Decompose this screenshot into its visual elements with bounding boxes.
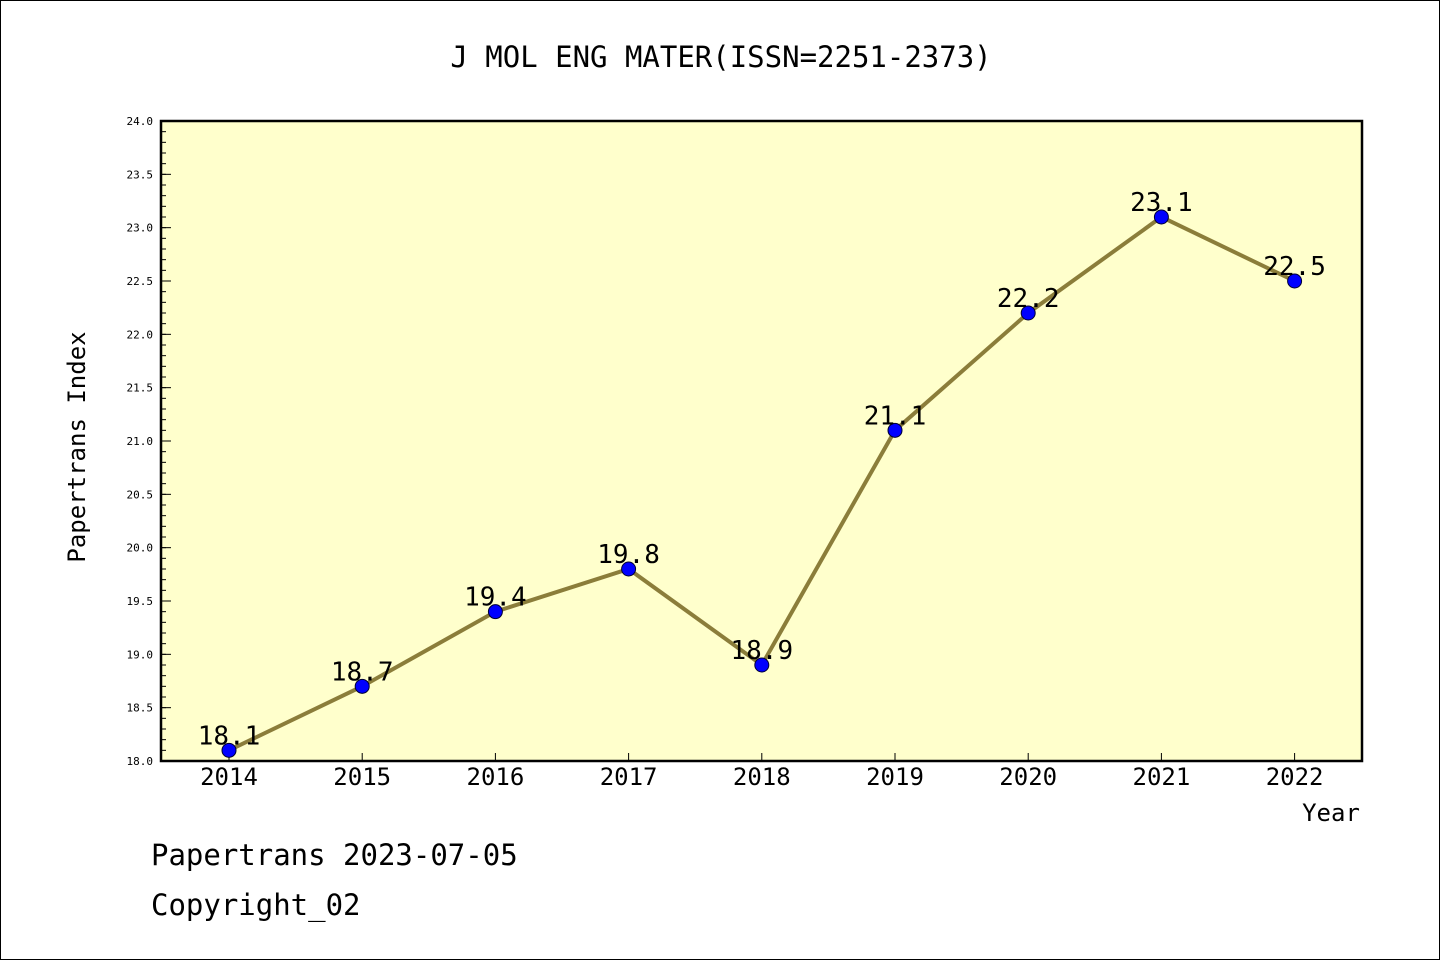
y-tick-label: 18.5 — [127, 702, 154, 715]
data-point — [1020, 305, 1036, 321]
y-tick-label: 22.5 — [127, 275, 154, 288]
chart-title: J MOL ENG MATER(ISSN=2251-2373) — [450, 40, 991, 74]
x-tick-label: 2016 — [467, 763, 525, 791]
y-tick-label: 18.0 — [127, 755, 154, 768]
data-point — [887, 422, 903, 438]
x-axis-ticks: 2014 2015 2016 2017 2018 2019 2020 2021 2022 — [200, 753, 1323, 791]
data-point — [221, 742, 237, 758]
data-point — [487, 604, 503, 620]
data-point — [754, 657, 770, 673]
x-axis-label: Year — [1302, 799, 1360, 827]
data-label: 18.1 — [198, 721, 261, 751]
y-tick-label: 20.0 — [127, 542, 154, 555]
plot-area — [161, 121, 1362, 761]
plot-border — [159, 119, 1364, 763]
y-tick-label: 22.0 — [127, 328, 154, 341]
data-label: 22.5 — [1263, 252, 1326, 282]
x-tick-label: 2019 — [866, 763, 924, 791]
data-label: 21.1 — [864, 401, 927, 431]
data-markers — [221, 209, 1303, 758]
y-tick-label: 19.0 — [127, 648, 154, 661]
data-point — [1153, 209, 1169, 225]
y-tick-label: 24.0 — [127, 115, 154, 128]
data-label: 22.2 — [997, 284, 1060, 314]
footer-date: Papertrans 2023-07-05 — [151, 838, 518, 872]
y-tick-label: 23.0 — [127, 222, 154, 235]
data-label: 19.8 — [597, 540, 660, 570]
y-tick-label: 20.5 — [127, 488, 154, 501]
x-tick-label: 2022 — [1266, 763, 1324, 791]
x-tick-label: 2021 — [1133, 763, 1191, 791]
x-tick-label: 2014 — [200, 763, 258, 791]
x-tick-label: 2017 — [600, 763, 658, 791]
data-label: 19.4 — [464, 583, 527, 613]
data-label: 18.7 — [331, 657, 394, 687]
y-axis-label: Papertrans Index — [63, 331, 91, 562]
y-tick-label: 19.5 — [127, 595, 154, 608]
y-tick-label: 23.5 — [127, 168, 154, 181]
data-labels: 18.1 18.7 19.4 19.8 18.9 21.1 22.2 23.1 22.5 — [198, 188, 1326, 751]
y-axis-ticks: 18.0 18.5 19.0 19.5 20.0 20.5 21.0 21.5 22.0 22.5… — [127, 115, 171, 768]
data-point — [1287, 273, 1303, 289]
data-label: 18.9 — [730, 636, 793, 666]
x-tick-label: 2018 — [733, 763, 791, 791]
data-point — [354, 678, 370, 694]
y-tick-label: 21.0 — [127, 435, 154, 448]
y-tick-label: 21.5 — [127, 382, 154, 395]
footer-copyright: Copyright_02 — [151, 888, 361, 923]
x-tick-label: 2015 — [333, 763, 391, 791]
x-tick-label: 2020 — [999, 763, 1057, 791]
data-label: 23.1 — [1130, 188, 1193, 218]
data-point — [621, 561, 637, 577]
